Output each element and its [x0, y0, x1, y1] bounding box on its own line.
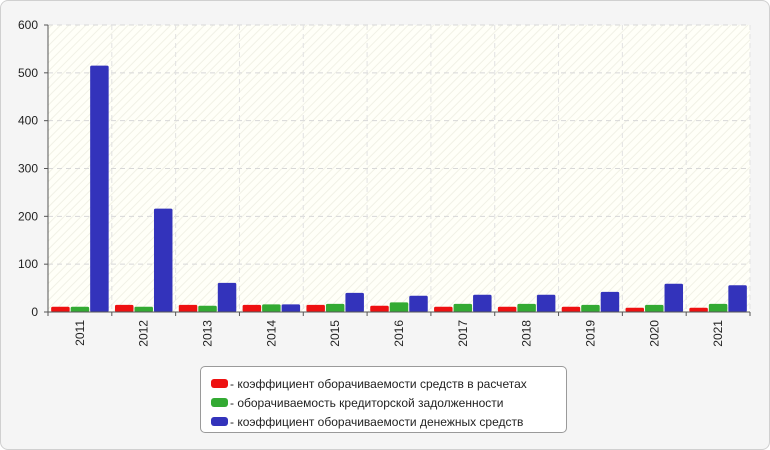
bar	[217, 282, 237, 312]
y-tick-label: 100	[18, 257, 38, 271]
bar	[178, 304, 198, 312]
axes	[44, 24, 751, 316]
x-tick-label: 2021	[711, 320, 725, 347]
bar	[664, 283, 684, 312]
bar	[306, 304, 325, 312]
x-tick-label: 2015	[328, 320, 342, 347]
bar	[689, 307, 708, 312]
legend-item-receivables: - коэффициент оборачиваемости средств в …	[211, 374, 566, 393]
legend-item-payables: - оборачиваемость кредиторской задолженн…	[211, 393, 566, 412]
bar	[517, 303, 536, 312]
bar	[153, 208, 173, 312]
bar	[434, 306, 453, 312]
bar	[90, 65, 109, 313]
x-tick-label: 2018	[520, 320, 534, 347]
y-tick-labels: 0 100 200 300 400 500 600	[18, 18, 38, 319]
bar	[70, 306, 90, 312]
y-tick-label: 300	[18, 162, 38, 176]
y-tick-label: 400	[18, 114, 38, 128]
bar	[114, 304, 134, 312]
legend-swatch	[211, 398, 228, 407]
bar	[453, 303, 473, 312]
legend-item-cash: - коэффициент оборачиваемости денежных с…	[211, 412, 566, 431]
legend-swatch	[211, 379, 228, 388]
x-tick-label: 2017	[456, 320, 470, 347]
bars	[51, 65, 747, 313]
bar	[281, 304, 301, 312]
bar	[497, 306, 517, 312]
bar	[708, 303, 728, 312]
legend-label: - коэффициент оборачиваемости средств в …	[230, 376, 527, 391]
bar	[625, 307, 645, 312]
x-tick-label: 2020	[647, 320, 661, 347]
y-tick-label: 500	[18, 66, 38, 80]
bar	[325, 303, 345, 312]
legend-label: - коэффициент оборачиваемости денежных с…	[230, 414, 524, 429]
x-tick-label: 2013	[201, 320, 215, 347]
x-tick-label: 2014	[264, 320, 278, 347]
bar	[198, 305, 217, 312]
legend: - коэффициент оборачиваемости средств в …	[200, 366, 567, 433]
legend-swatch	[211, 417, 228, 426]
x-tick-label: 2012	[137, 320, 151, 347]
bar	[473, 294, 492, 312]
legend-label: - оборачиваемость кредиторской задолженн…	[230, 395, 504, 410]
y-tick-label: 0	[31, 305, 38, 319]
x-tick-label: 2011	[73, 320, 87, 346]
bar	[581, 304, 600, 312]
y-tick-label: 200	[18, 209, 38, 223]
y-tick-label: 600	[18, 18, 38, 32]
bar	[262, 304, 281, 312]
bar	[600, 291, 620, 312]
x-tick-labels: 2011 2012 2013 2014 2015 2016 2017 2018 2019 2020…	[73, 320, 725, 347]
bar	[242, 304, 262, 312]
bar	[728, 285, 747, 312]
bar	[51, 306, 70, 312]
bar	[561, 306, 581, 312]
bar	[134, 306, 153, 312]
bar	[645, 304, 664, 312]
bar	[536, 294, 556, 312]
bar	[409, 295, 428, 312]
bar	[345, 292, 364, 312]
x-tick-label: 2016	[392, 320, 406, 347]
x-tick-label: 2019	[583, 320, 597, 347]
bar	[370, 305, 389, 312]
bar	[389, 302, 409, 312]
